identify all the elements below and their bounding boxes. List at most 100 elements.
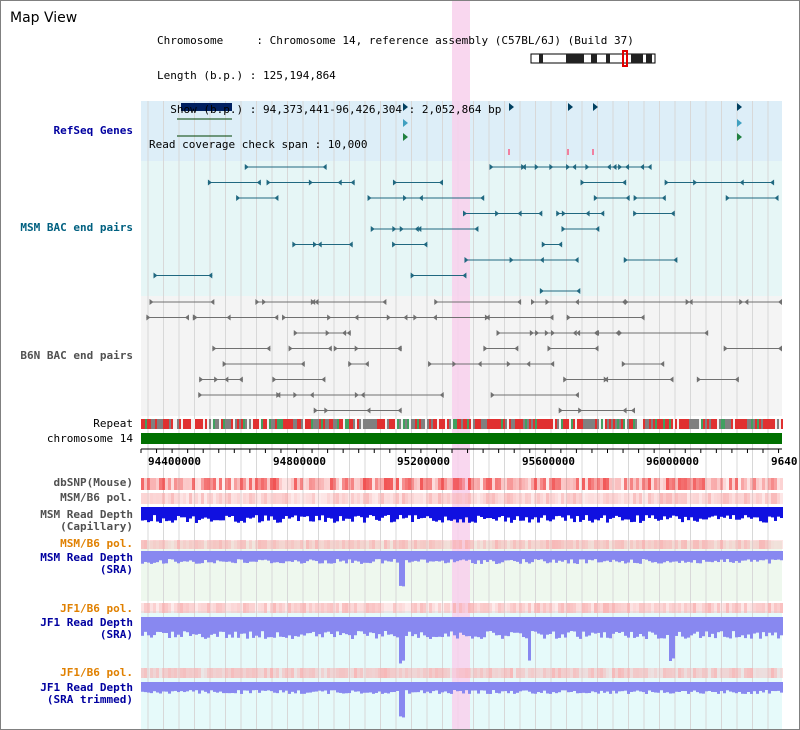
- heat-cell: [699, 603, 702, 613]
- heat-cell: [366, 540, 369, 549]
- heat-cell: [357, 668, 360, 678]
- heat-cell: [342, 493, 345, 504]
- heat-cell: [534, 540, 537, 549]
- depth-bar: [702, 617, 705, 637]
- heat-cell: [558, 478, 561, 490]
- bac-end-marker: [282, 314, 287, 321]
- b6n-bac-end-pairs-label[interactable]: B6N BAC end pairs: [20, 349, 133, 362]
- depth-bar: [306, 507, 309, 517]
- heat-cell: [651, 603, 654, 613]
- depth-bar: [468, 617, 471, 637]
- depth-bar: [186, 682, 189, 692]
- msm-bac-end-pairs-label[interactable]: MSM BAC end pairs: [20, 221, 133, 234]
- depth-bar: [465, 682, 468, 691]
- refseq-genes-label[interactable]: RefSeq Genes: [53, 124, 133, 137]
- depth-bar: [264, 507, 267, 516]
- heat-cell: [480, 540, 483, 549]
- heat-cell: [642, 668, 645, 678]
- depth-bar: [585, 617, 588, 637]
- heat-cell: [525, 668, 528, 678]
- dbsnp-mouse-label[interactable]: dbSNP(Mouse): [53, 476, 133, 489]
- heat-cell: [774, 668, 777, 678]
- depth-bar: [618, 682, 621, 692]
- heat-cell: [675, 540, 678, 549]
- depth-bar: [183, 682, 186, 693]
- heat-cell: [456, 668, 459, 678]
- depth-bar: [186, 617, 189, 633]
- depth-bar: [516, 551, 519, 562]
- depth-bar: [648, 551, 651, 562]
- heat-cell: [636, 493, 639, 504]
- heat-cell: [228, 540, 231, 549]
- heat-cell: [543, 540, 546, 549]
- repeat-segment: [437, 419, 439, 429]
- heat-cell: [756, 540, 759, 549]
- repeat-segment: [159, 419, 161, 429]
- depth-bar: [273, 551, 276, 563]
- depth-bar: [582, 551, 585, 560]
- heat-cell: [759, 668, 762, 678]
- heat-cell: [630, 478, 633, 490]
- heat-cell: [291, 493, 294, 504]
- depth-bar: [303, 507, 306, 517]
- heat-cell: [600, 540, 603, 549]
- heat-cell: [258, 478, 261, 490]
- jf1-b6-pol-label[interactable]: JF1/B6 pol.: [60, 602, 133, 615]
- depth-bar: [714, 617, 717, 639]
- jf1-b6-pol-trimmed-label[interactable]: JF1/B6 pol.: [60, 666, 133, 679]
- heat-cell: [678, 478, 681, 490]
- depth-bar: [759, 682, 762, 691]
- heat-cell: [447, 478, 450, 490]
- jf1-read-depth-trimmed-label[interactable]: JF1 Read Depth (SRA trimmed): [40, 681, 133, 706]
- depth-bar: [756, 507, 759, 518]
- bac-end-marker: [595, 226, 600, 232]
- repeat-segment: [201, 419, 203, 429]
- heat-cell: [255, 493, 258, 504]
- depth-bar: [696, 551, 699, 564]
- msm-b6-pol-sra-label[interactable]: MSM/B6 pol.: [60, 537, 133, 550]
- depth-bar: [747, 617, 750, 635]
- repeat-segment: [575, 419, 577, 429]
- heat-cell: [723, 668, 726, 678]
- depth-bar: [474, 617, 477, 637]
- depth-bar: [453, 682, 456, 691]
- depth-bar: [603, 617, 606, 633]
- heat-cell: [264, 540, 267, 549]
- heat-cell: [369, 603, 372, 613]
- depth-bar: [687, 551, 690, 562]
- bac-end-marker: [696, 376, 701, 383]
- heat-cell: [252, 540, 255, 549]
- depth-bar: [639, 682, 642, 692]
- heat-cell: [585, 493, 588, 504]
- heat-cell: [369, 493, 372, 504]
- heat-cell: [207, 478, 210, 490]
- depth-bar: [711, 682, 714, 692]
- depth-bar: [168, 507, 171, 521]
- heat-cell: [522, 540, 525, 549]
- repeat-label[interactable]: Repeat: [93, 417, 133, 430]
- heat-cell: [414, 540, 417, 549]
- heat-cell: [324, 493, 327, 504]
- depth-bar: [405, 507, 408, 518]
- repeat-segment: [281, 419, 283, 429]
- heat-cell: [357, 478, 360, 490]
- chromosome-label[interactable]: chromosome 14: [46, 432, 133, 445]
- heat-cell: [528, 668, 531, 678]
- depth-bar: [405, 617, 408, 636]
- msm-b6-pol-label[interactable]: MSM/B6 pol.: [60, 491, 133, 504]
- bac-end-marker: [274, 195, 279, 201]
- heat-cell: [588, 493, 591, 504]
- gene-marker: [737, 119, 742, 127]
- msm-read-depth-sra-label[interactable]: MSM Read Depth (SRA): [40, 551, 133, 576]
- depth-bar: [720, 551, 723, 560]
- depth-bar: [279, 507, 282, 523]
- heat-cell: [618, 478, 621, 490]
- heat-cell: [765, 478, 768, 490]
- depth-bar: [312, 617, 315, 632]
- heat-cell: [585, 668, 588, 678]
- jf1-read-depth-sra-label[interactable]: JF1 Read Depth (SRA): [40, 616, 133, 641]
- msm-read-depth-capillary-label[interactable]: MSM Read Depth (Capillary): [40, 508, 133, 533]
- heat-cell: [744, 668, 747, 678]
- repeat-segment: [343, 419, 345, 429]
- bac-end-marker: [146, 314, 151, 321]
